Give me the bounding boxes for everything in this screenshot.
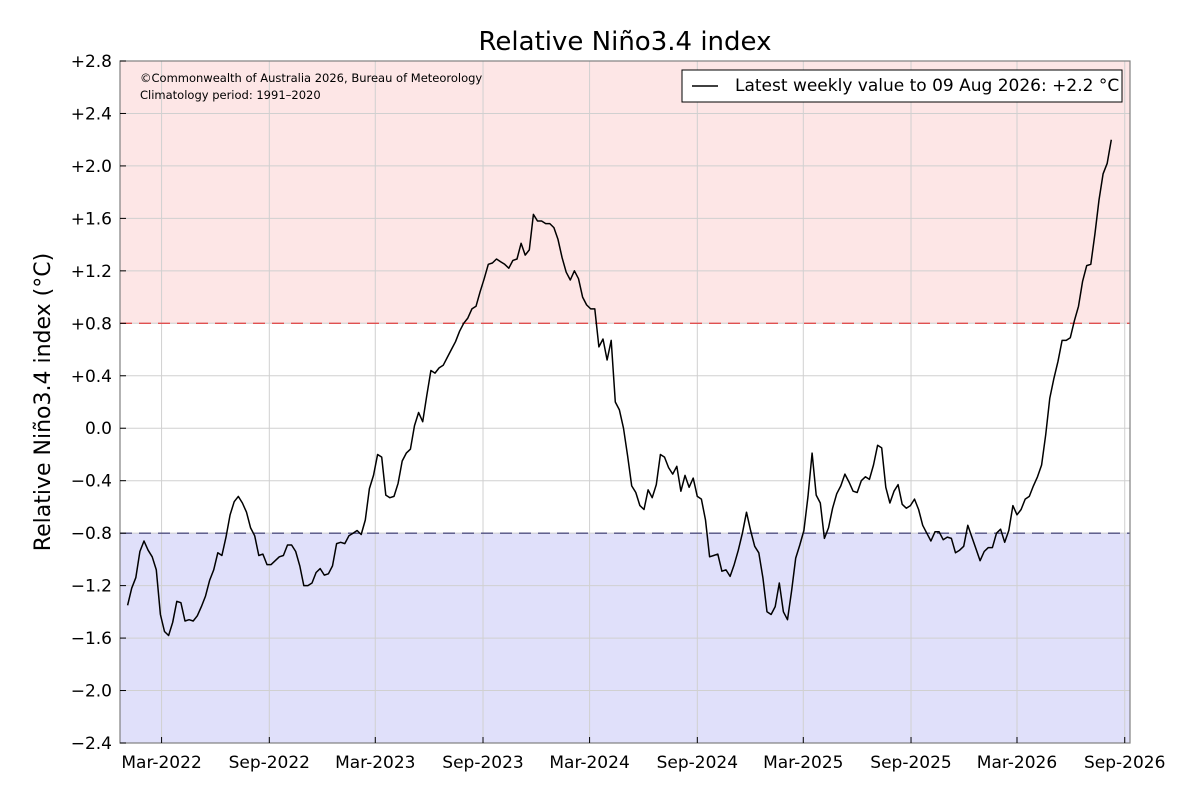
x-tick-label: Mar-2024 — [549, 753, 629, 773]
y-tick-label: −0.4 — [71, 472, 112, 492]
grid-lines — [120, 60, 1130, 744]
y-axis-label: Relative Niño3.4 index (°C) — [31, 253, 56, 551]
series-line — [126, 139, 1113, 637]
legend-entry: Latest weekly value to 09 Aug 2026: +2.2… — [735, 76, 1119, 96]
x-tick-label: Mar-2026 — [977, 753, 1057, 773]
x-tick-label: Sep-2022 — [229, 753, 310, 773]
y-tick-label: −2.0 — [71, 682, 112, 702]
y-tick-label: +0.4 — [71, 367, 112, 387]
y-tick-label: −1.6 — [71, 629, 112, 649]
y-tick-label: +0.8 — [71, 314, 112, 334]
plot-frame — [119, 60, 1131, 744]
y-tick-label: −2.4 — [71, 734, 112, 754]
y-axis: −2.4 −2.0 −1.6 −1.2 −0.8 −0.4 0.0 +0.4 +0.8 +1.2 +… — [71, 52, 126, 754]
threshold-regions — [120, 61, 1130, 743]
x-tick-label: Sep-2023 — [442, 753, 523, 773]
x-tick-label: Mar-2023 — [335, 753, 415, 773]
x-tick-label: Sep-2025 — [870, 753, 951, 773]
series-group — [126, 139, 1113, 637]
y-tick-label: −1.2 — [71, 577, 112, 597]
legend-box — [681, 69, 1123, 103]
x-axis: Mar-2022 Sep-2022 Mar-2023 Sep-2023 Mar-2024… — [121, 737, 1165, 773]
x-tick-label: Sep-2024 — [657, 753, 738, 773]
legend: Latest weekly value to 09 Aug 2026: +2.2… — [681, 69, 1123, 103]
y-tick-label: 0.0 — [85, 419, 112, 439]
y-tick-label: +2.4 — [71, 104, 112, 124]
x-tick-label: Sep-2026 — [1084, 753, 1165, 773]
x-tick-label: Mar-2025 — [763, 753, 843, 773]
climatology-note: Climatology period: 1991–2020 — [140, 88, 321, 102]
threshold-lines — [120, 322, 1130, 534]
chart-title: Relative Niño3.4 index — [479, 27, 772, 57]
x-tick-label: Mar-2022 — [121, 753, 201, 773]
y-tick-label: +2.8 — [71, 52, 112, 72]
y-tick-label: +1.2 — [71, 262, 112, 282]
copyright-note: ©Commonwealth of Australia 2026, Bureau … — [140, 71, 482, 85]
region-0 — [120, 61, 1130, 324]
y-tick-label: +2.0 — [71, 157, 112, 177]
y-tick-label: +1.6 — [71, 209, 112, 229]
y-tick-label: −0.8 — [71, 524, 112, 544]
